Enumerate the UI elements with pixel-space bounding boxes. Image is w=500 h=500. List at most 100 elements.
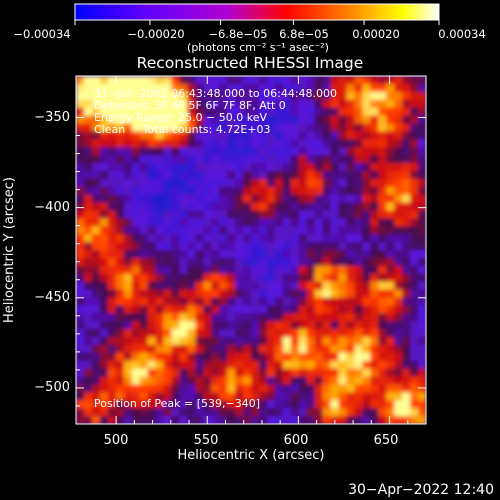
heatmap-cell <box>258 107 268 117</box>
heatmap-cell <box>386 91 395 101</box>
heatmap-cell <box>227 131 236 140</box>
heatmap-cell <box>346 376 356 386</box>
heatmap-cell <box>354 313 363 322</box>
heatmap-cell <box>251 305 260 314</box>
heatmap-cell <box>402 337 411 346</box>
heatmap-cell <box>314 368 324 378</box>
heatmap-cell <box>306 234 316 243</box>
heatmap-cell <box>83 368 93 378</box>
heatmap-cell <box>219 83 228 93</box>
heatmap-cell <box>131 384 141 393</box>
heatmap-cell <box>187 234 196 243</box>
heatmap-cell <box>251 178 260 188</box>
heatmap-cell <box>91 226 101 235</box>
heatmap-cell <box>155 76 165 85</box>
heatmap-cell <box>394 123 403 132</box>
heatmap-cell <box>139 416 149 424</box>
heatmap-cell <box>107 170 117 180</box>
heatmap-cell <box>322 408 332 417</box>
heatmap-cell <box>83 107 93 117</box>
heatmap-cell <box>354 416 363 424</box>
heatmap-cell <box>410 416 419 424</box>
heatmap-cell <box>330 131 340 140</box>
heatmap-cell <box>211 218 220 227</box>
heatmap-cell <box>76 234 85 243</box>
heatmap-cell <box>394 163 403 172</box>
heatmap-cell <box>386 376 395 386</box>
heatmap-cell <box>330 384 340 393</box>
heatmap-cell <box>386 337 395 346</box>
heatmap-cell <box>306 352 316 362</box>
heatmap-cell <box>290 178 300 188</box>
heatmap-cell <box>83 115 93 125</box>
heatmap-cell <box>386 273 395 283</box>
heatmap-cell <box>155 305 165 314</box>
heatmap-cell <box>195 321 204 330</box>
heatmap-cell <box>290 250 300 259</box>
heatmap-cell <box>266 297 276 306</box>
heatmap-cell <box>322 321 332 330</box>
heatmap-cell <box>123 123 133 132</box>
heatmap-cell <box>107 76 117 85</box>
heatmap-cell <box>314 337 324 346</box>
heatmap-cell <box>362 234 371 243</box>
heatmap-cell <box>155 384 165 393</box>
heatmap-cell <box>290 297 300 306</box>
heatmap-cell <box>227 170 236 180</box>
heatmap-cell <box>402 408 411 417</box>
heatmap-cell <box>378 123 387 132</box>
heatmap-cell <box>91 139 101 148</box>
heatmap-cell <box>378 186 387 196</box>
heatmap-cell <box>346 313 356 322</box>
heatmap-cell <box>155 329 165 338</box>
heatmap-cell <box>83 91 93 101</box>
heatmap-cell <box>227 178 236 188</box>
heatmap-cell <box>346 76 356 85</box>
heatmap-cell <box>402 210 411 219</box>
heatmap-cell <box>386 250 395 259</box>
heatmap-cell <box>266 99 276 109</box>
heatmap-cell <box>227 376 236 386</box>
heatmap-cell <box>251 99 260 109</box>
heatmap-cell <box>274 194 284 204</box>
heatmap-cell <box>266 368 276 378</box>
heatmap-cell <box>227 384 236 393</box>
heatmap-cell <box>219 139 228 148</box>
heatmap-cell <box>354 123 363 132</box>
heatmap-cell <box>171 305 181 314</box>
heatmap-cell <box>211 210 220 219</box>
heatmap-cell <box>362 360 371 370</box>
heatmap-cell <box>123 139 133 148</box>
heatmap-cell <box>139 139 149 148</box>
heatmap-cell <box>274 408 284 417</box>
heatmap-cell <box>330 115 340 125</box>
heatmap-cell <box>354 305 363 314</box>
heatmap-cell <box>123 170 133 180</box>
heatmap-cell <box>155 218 165 227</box>
heatmap-cell <box>131 297 141 306</box>
heatmap-cell <box>314 273 324 283</box>
heatmap-cell <box>235 313 244 322</box>
heatmap-cell <box>155 360 165 370</box>
heatmap-cell <box>418 297 426 306</box>
heatmap-cell <box>187 139 196 148</box>
heatmap-cell <box>163 400 173 409</box>
heatmap-cell <box>115 234 125 243</box>
heatmap-cell <box>322 392 332 401</box>
heatmap-cell <box>115 170 125 180</box>
heatmap-cell <box>243 147 252 156</box>
heatmap-cell <box>362 408 371 417</box>
heatmap-cell <box>195 376 204 386</box>
heatmap-cell <box>91 186 101 196</box>
heatmap-cell <box>370 139 379 148</box>
heatmap-cell <box>290 115 300 125</box>
heatmap-cell <box>243 329 252 338</box>
heatmap-cell <box>410 170 419 180</box>
heatmap-cell <box>91 218 101 227</box>
heatmap-cell <box>418 210 426 219</box>
heatmap-cell <box>83 273 93 283</box>
heatmap-cell <box>155 83 165 93</box>
heatmap-cell <box>306 178 316 188</box>
heatmap-cell <box>330 83 340 93</box>
heatmap-cell <box>378 392 387 401</box>
